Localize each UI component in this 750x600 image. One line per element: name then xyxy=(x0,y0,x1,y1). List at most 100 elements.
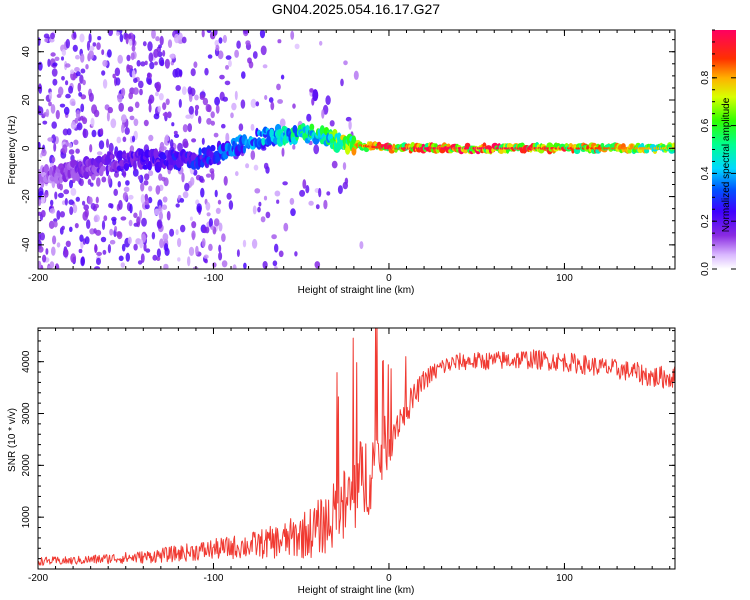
heatmap-cell xyxy=(41,148,47,157)
heatmap-cell xyxy=(240,99,246,109)
heatmap-cell xyxy=(147,41,153,52)
heatmap-cell xyxy=(153,113,160,120)
heatmap-cell xyxy=(173,130,178,135)
heatmap-cell xyxy=(80,240,84,249)
heatmap-cell xyxy=(108,203,113,208)
heatmap-cell xyxy=(205,201,211,211)
heatmap-cell xyxy=(128,219,133,227)
heatmap-cell xyxy=(289,197,295,205)
heatmap-cell xyxy=(271,234,277,240)
heatmap-cell xyxy=(308,200,314,206)
heatmap-cell xyxy=(331,160,338,169)
heatmap-cell xyxy=(94,243,98,254)
heatmap-cell xyxy=(205,173,212,178)
heatmap-cell xyxy=(102,59,108,67)
heatmap-cell xyxy=(38,246,44,253)
heatmap-cell xyxy=(141,217,147,227)
heatmap-cell xyxy=(259,30,266,39)
heatmap-cell xyxy=(181,36,187,44)
heatmap-cell xyxy=(195,245,199,256)
heatmap-cell xyxy=(43,33,50,39)
heatmap-cell xyxy=(198,175,204,183)
heatmap-cell xyxy=(47,58,51,68)
heatmap-cell xyxy=(156,248,161,258)
heatmap-cell xyxy=(75,109,81,119)
heatmap-cell xyxy=(323,199,328,210)
heatmap-cell xyxy=(190,68,196,77)
heatmap-cell xyxy=(70,69,75,74)
colorbar-gradient xyxy=(712,30,736,269)
heatmap-cell xyxy=(254,188,261,194)
heatmap-cell xyxy=(38,260,42,269)
heatmap-cell xyxy=(149,61,155,70)
heatmap-cell xyxy=(49,208,56,214)
heatmap-cell xyxy=(202,97,209,106)
heatmap-cell xyxy=(136,216,141,226)
heatmap-cell xyxy=(51,246,56,256)
heatmap-cell xyxy=(58,86,64,96)
heatmap-cell xyxy=(252,51,258,59)
heatmap-cell xyxy=(344,177,349,185)
heatmap-cell xyxy=(274,243,279,253)
heatmap-cell xyxy=(96,42,101,50)
heatmap-cell xyxy=(272,260,278,267)
heatmap-cell xyxy=(123,163,130,171)
heatmap-cell xyxy=(228,59,232,68)
y-tick-label: 1000 xyxy=(21,506,32,529)
heatmap-cell xyxy=(627,148,632,154)
heatmap-cell xyxy=(139,88,143,96)
heatmap-cell xyxy=(221,233,226,243)
heatmap-cell xyxy=(158,205,162,212)
heatmap-cell xyxy=(69,206,74,216)
heatmap-cell xyxy=(243,262,247,269)
heatmap-cell xyxy=(148,103,152,113)
heatmap-cell xyxy=(62,144,68,155)
heatmap-cell xyxy=(121,87,126,97)
heatmap-cell xyxy=(73,139,79,146)
heatmap-cell xyxy=(42,120,48,125)
heatmap-cell xyxy=(201,30,205,38)
heatmap-cell xyxy=(351,138,357,145)
heatmap-cell xyxy=(250,150,256,161)
heatmap-cell xyxy=(265,211,271,219)
heatmap-cell xyxy=(165,98,170,106)
heatmap-cell xyxy=(103,215,108,222)
heatmap-cell xyxy=(63,106,70,115)
heatmap-cell xyxy=(109,154,114,160)
heatmap-cell xyxy=(122,192,128,201)
heatmap-cell xyxy=(178,69,183,77)
heatmap-cell xyxy=(85,63,89,70)
heatmap-cell xyxy=(38,232,41,242)
heatmap-cell xyxy=(210,144,216,152)
heatmap-cell xyxy=(89,144,93,153)
heatmap-cell xyxy=(574,148,581,155)
heatmap-cell xyxy=(91,129,97,138)
heatmap-cell xyxy=(207,54,213,59)
heatmap-cell xyxy=(292,103,296,109)
heatmap-cell xyxy=(217,199,222,205)
heatmap-cell xyxy=(144,198,150,206)
heatmap-cell xyxy=(143,242,147,252)
heatmap-cell xyxy=(353,70,359,81)
heatmap-cell xyxy=(147,161,152,171)
heatmap-cell xyxy=(153,48,159,58)
heatmap-cell xyxy=(45,108,50,118)
heatmap-cell xyxy=(66,128,72,136)
heatmap-cell xyxy=(180,224,186,233)
heatmap-cell xyxy=(133,160,137,172)
heatmap-cell xyxy=(117,93,123,103)
heatmap-cell xyxy=(223,175,228,186)
heatmap-cell xyxy=(151,231,156,240)
heatmap-cell xyxy=(210,120,215,126)
heatmap-cell xyxy=(101,70,106,76)
heatmap-cell xyxy=(101,176,107,183)
heatmap-cell xyxy=(260,45,267,56)
heatmap-cell xyxy=(261,137,266,146)
heatmap-cell xyxy=(38,106,44,116)
heatmap-cell xyxy=(294,251,298,257)
heatmap-cell xyxy=(92,42,97,47)
heatmap-cell xyxy=(181,172,185,183)
heatmap-cell xyxy=(94,266,101,269)
heatmap-cell xyxy=(54,56,60,61)
